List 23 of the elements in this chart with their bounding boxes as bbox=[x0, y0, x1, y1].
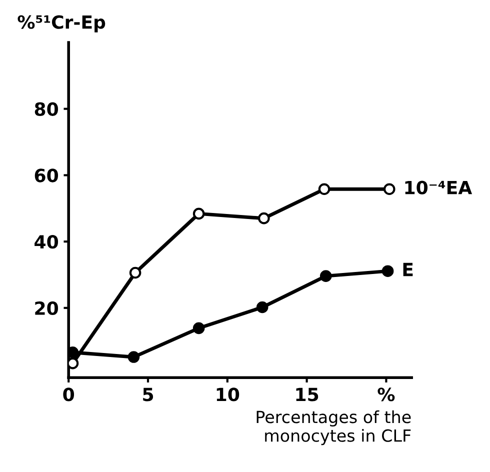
point bbox=[258, 212, 270, 224]
x-axis-title: Percentages of the monocytes in CLF bbox=[256, 410, 411, 446]
series-label: 10⁻⁴EA bbox=[405, 180, 472, 194]
series-label: E bbox=[403, 262, 413, 276]
point bbox=[256, 301, 268, 314]
y-tick-label: 60 bbox=[34, 168, 58, 182]
point bbox=[128, 351, 140, 363]
x-tick-label: 0 bbox=[63, 388, 74, 402]
x-tick-label: 5 bbox=[143, 388, 154, 402]
point bbox=[320, 270, 332, 282]
y-tick-label: 20 bbox=[35, 301, 58, 316]
point bbox=[383, 183, 396, 196]
point bbox=[129, 266, 142, 279]
y-tick-label: 80 bbox=[34, 102, 58, 116]
point bbox=[318, 183, 330, 196]
point bbox=[192, 208, 205, 220]
x-tick-label: 10 bbox=[216, 388, 240, 402]
y-axis-title: %⁵¹Cr-Ep bbox=[18, 15, 106, 32]
x-tick-label: 15 bbox=[296, 388, 318, 402]
x-tick-label: % bbox=[378, 388, 395, 402]
point bbox=[192, 322, 205, 334]
point bbox=[382, 265, 394, 277]
y-tick-label: 40 bbox=[34, 235, 58, 249]
